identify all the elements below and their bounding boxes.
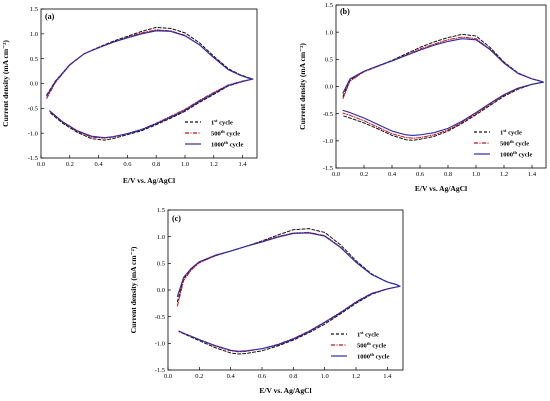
panel-label: (b) (340, 7, 350, 16)
series-3 (46, 30, 254, 139)
plot-frame (167, 209, 404, 371)
x-tick-label: 1.4 (239, 161, 248, 168)
y-tick-label: 1.5 (325, 2, 333, 9)
x-axis-label: E/V vs. Ag/AgCl (415, 184, 467, 193)
legend-entry: 500th cycle (211, 129, 240, 138)
legend-entry: 1st cycle (357, 330, 379, 339)
y-tick-label: 1.5 (157, 207, 165, 214)
chart-panel-c: 0.0 0.2 0.4 0.6 0.8 1.0 1.2 1.4 1.5 1.0 0.5 0.0 -0.5… (129, 207, 404, 395)
x-tick-label: 1.4 (383, 373, 392, 380)
series-line-cathodic (49, 78, 254, 141)
series-2 (342, 36, 544, 139)
x-tick-label: 0.0 (37, 161, 45, 168)
x-tick-label: 1.0 (321, 373, 329, 380)
y-tick-label: 0.0 (325, 84, 333, 91)
chart-panel-a: 0.0 0.2 0.4 0.6 0.8 1.0 1.2 1.4 1.5 1.0 0.5 0.0 -0.5… (1, 6, 258, 185)
chart-panel-b: 0.0 0.2 0.4 0.6 0.8 1.0 1.2 1.4 1.5 1.0 0.5 0.0 -0.5… (298, 2, 547, 193)
y-tick-label: -1.0 (323, 138, 333, 145)
x-tick-label: 1.0 (472, 171, 480, 178)
series-line-anodic (342, 38, 544, 94)
x-tick-label: 1.4 (528, 171, 537, 178)
y-tick-label: -1.5 (155, 367, 165, 374)
x-tick-label: 1.2 (210, 161, 218, 168)
y-tick-label: -0.5 (323, 111, 333, 118)
legend-entry: 1st cycle (500, 128, 522, 137)
panel-label: (a) (45, 12, 55, 21)
legend-entry: 1000th cycle (500, 150, 532, 159)
y-axis-label: Current density (mA cm⁻²) (1, 40, 10, 127)
legend: 1st cycle 500th cycle 1000th cycle (474, 128, 532, 159)
legend-entry: 500th cycle (357, 341, 386, 350)
y-tick-label: 1.0 (157, 234, 165, 241)
y-tick-label: -1.0 (28, 130, 38, 137)
x-tick-label: 0.6 (416, 171, 425, 178)
y-tick-label: 0.0 (30, 81, 38, 88)
series-line-anodic (176, 228, 401, 303)
legend: 1st cycle 500th cycle 1000th cycle (331, 330, 389, 361)
y-tick-label: 0.5 (157, 261, 165, 268)
series-line-anodic (176, 231, 401, 307)
legend: 1st cycle 500th cycle 1000th cycle (185, 118, 243, 149)
series-line-cathodic (342, 81, 544, 136)
x-tick-label: 0.0 (164, 373, 172, 380)
series-line-cathodic (178, 285, 401, 355)
legend-entry: 1000th cycle (357, 352, 389, 361)
x-tick-label: 1.2 (352, 373, 360, 380)
legend-entry: 1000th cycle (211, 140, 243, 149)
y-axis-label: Current density (mA cm⁻²) (298, 43, 307, 130)
series-3 (342, 38, 544, 136)
y-tick-label: -0.5 (155, 314, 165, 321)
y-tick-label: 1.0 (325, 29, 333, 36)
series-line-anodic (176, 232, 401, 297)
x-tick-label: 0.4 (95, 161, 104, 168)
y-tick-label: -1.5 (323, 165, 333, 172)
y-tick-label: -1.5 (28, 155, 38, 162)
series-1 (342, 33, 544, 141)
series-line-anodic (46, 30, 254, 97)
x-tick-label: 0.4 (227, 373, 236, 380)
x-tick-label: 0.2 (66, 161, 74, 168)
series-line-cathodic (49, 78, 254, 139)
series-line-anodic (342, 33, 544, 97)
x-tick-label: 0.6 (258, 373, 267, 380)
x-tick-label: 0.2 (360, 171, 368, 178)
x-tick-label: 0.8 (152, 161, 160, 168)
series-3 (176, 232, 401, 352)
y-tick-label: -0.5 (28, 106, 38, 113)
y-tick-label: 0.0 (157, 287, 165, 294)
x-tick-label: 0.0 (332, 171, 340, 178)
x-tick-label: 1.0 (181, 161, 189, 168)
x-tick-label: 0.2 (195, 373, 203, 380)
legend-entry: 500th cycle (500, 139, 529, 148)
series-line-cathodic (178, 285, 401, 352)
y-tick-label: 1.0 (30, 31, 38, 38)
series-line-anodic (46, 26, 254, 96)
panel-label: (c) (172, 214, 181, 223)
x-tick-label: 0.8 (444, 171, 452, 178)
x-tick-label: 0.6 (123, 161, 132, 168)
x-axis-label: E/V vs. Ag/AgCl (123, 176, 175, 185)
x-axis-label: E/V vs. Ag/AgCl (259, 386, 311, 395)
y-axis-label: Current density (mA cm⁻²) (129, 246, 138, 333)
legend-entry: 1st cycle (211, 118, 233, 127)
y-tick-label: 1.5 (30, 6, 38, 13)
series-line-cathodic (342, 81, 544, 141)
x-tick-label: 1.2 (500, 171, 508, 178)
y-tick-label: 0.5 (30, 56, 38, 63)
x-tick-label: 0.4 (388, 171, 397, 178)
x-tick-label: 0.8 (289, 373, 297, 380)
y-tick-label: -1.0 (155, 341, 165, 348)
y-tick-label: 0.5 (325, 57, 333, 64)
